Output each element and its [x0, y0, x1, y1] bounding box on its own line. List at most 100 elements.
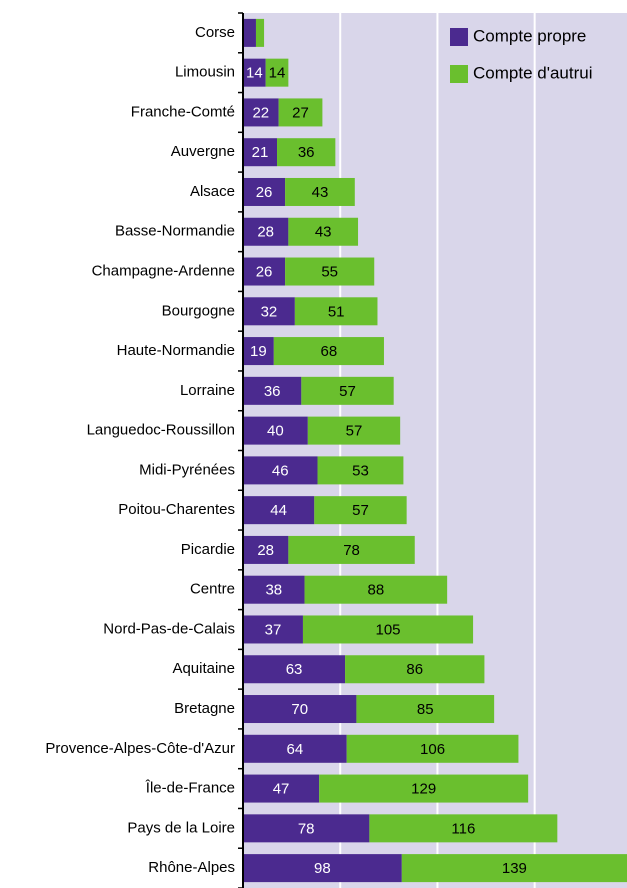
data-label: 86: [406, 661, 423, 678]
legend-swatch: [450, 28, 468, 46]
y-tick-label: Poitou-Charentes: [118, 501, 235, 518]
bar-segment: [294, 297, 378, 326]
data-label: 21: [252, 144, 269, 161]
data-label: 46: [272, 462, 289, 479]
bar-segment: [243, 58, 266, 87]
data-label: 32: [261, 303, 278, 320]
data-label: 55: [321, 263, 338, 280]
bar-segment: [304, 575, 448, 604]
bar-segment: [243, 615, 303, 644]
y-tick-label: Franche-Comté: [131, 103, 235, 120]
data-label: 78: [298, 820, 315, 837]
bar-segment: [243, 217, 289, 246]
bar-segment: [243, 655, 346, 684]
legend-label: Compte d'autrui: [473, 63, 592, 82]
data-label: 98: [314, 860, 331, 877]
legend-label: Compte propre: [473, 26, 586, 45]
y-tick-label: Pays de la Loire: [127, 819, 235, 836]
bar-segment: [243, 297, 295, 326]
y-tick-label: Languedoc-Roussillon: [87, 422, 235, 439]
data-label: 28: [257, 224, 274, 241]
bar-segment: [285, 257, 375, 286]
data-label: 36: [298, 144, 315, 161]
bar-segment: [243, 98, 279, 127]
y-tick-label: Lorraine: [180, 382, 235, 399]
data-label: 116: [451, 820, 475, 837]
y-tick-label: Alsace: [190, 183, 235, 200]
bar-segment: [302, 615, 474, 644]
y-tick-label: Midi-Pyrénées: [139, 461, 235, 478]
bar-segment: [243, 337, 274, 366]
y-tick-label: Bourgogne: [162, 302, 235, 319]
data-label: 68: [321, 343, 338, 360]
bar-segment: [319, 774, 529, 803]
bar-segment: [314, 496, 407, 525]
data-label: 139: [502, 860, 527, 877]
bar-segment: [243, 257, 286, 286]
bar-segment: [243, 138, 278, 167]
data-label: 14: [269, 65, 286, 82]
data-label: 57: [352, 502, 369, 519]
bar-segment: [285, 177, 355, 206]
bar-segment: [273, 337, 384, 366]
bar-segment: [243, 456, 318, 485]
data-label: 51: [328, 303, 345, 320]
bar-segment: [243, 695, 357, 724]
data-label: 22: [252, 104, 269, 121]
y-tick-label: Île-de-France: [145, 780, 235, 797]
bar-segment: [288, 535, 415, 564]
y-tick-label: Corse: [195, 24, 235, 41]
data-label: 47: [273, 781, 290, 798]
data-label: 63: [286, 661, 303, 678]
y-tick-label: Basse-Normandie: [115, 223, 235, 240]
y-tick-label: Champagne-Ardenne: [92, 262, 235, 279]
bar-segment: [243, 535, 289, 564]
bar-segment: [243, 177, 286, 206]
bar-segment: [243, 416, 308, 445]
y-tick-label: Bretagne: [174, 700, 235, 717]
bar-segment: [317, 456, 404, 485]
y-tick-label: Auvergne: [171, 143, 235, 160]
legend-swatch: [450, 65, 468, 83]
data-label: 37: [265, 621, 282, 638]
data-label: 85: [417, 701, 434, 718]
data-label: 14: [246, 65, 263, 82]
data-label: 40: [267, 423, 284, 440]
bar-segment: [243, 376, 302, 405]
data-label: 19: [250, 343, 267, 360]
data-label: 28: [257, 542, 274, 559]
data-label: 36: [264, 383, 281, 400]
data-label: 38: [265, 582, 282, 599]
bar-segment: [243, 854, 402, 883]
data-label: 53: [352, 462, 369, 479]
bar-segment: [301, 376, 394, 405]
data-label: 27: [292, 104, 309, 121]
data-label: 57: [339, 383, 356, 400]
bar-segment: [243, 774, 320, 803]
data-label: 70: [291, 701, 308, 718]
data-label: 88: [368, 582, 385, 599]
bar-segment: [243, 496, 315, 525]
bar-segment: [288, 217, 359, 246]
data-label: 78: [343, 542, 360, 559]
bar-segment: [307, 416, 401, 445]
y-tick-label: Limousin: [175, 64, 235, 81]
data-label: 57: [346, 423, 363, 440]
bar-segment: [277, 138, 336, 167]
bar-segment: [356, 695, 495, 724]
data-label: 64: [287, 741, 304, 758]
y-tick-label: Haute-Normandie: [117, 342, 235, 359]
y-tick-label: Rhône-Alpes: [148, 859, 235, 876]
data-label: 105: [375, 621, 400, 638]
y-tick-label: Aquitaine: [172, 660, 235, 677]
bar-segment: [369, 814, 558, 843]
bar-segment: [255, 18, 265, 47]
bar-segment: [243, 575, 305, 604]
bar-segment: [401, 854, 627, 883]
data-label: 43: [315, 224, 332, 241]
y-tick-label: Provence-Alpes-Côte-d'Azur: [45, 740, 235, 757]
bar-segment: [345, 655, 485, 684]
bar-segment: [243, 734, 347, 763]
data-label: 26: [256, 263, 273, 280]
